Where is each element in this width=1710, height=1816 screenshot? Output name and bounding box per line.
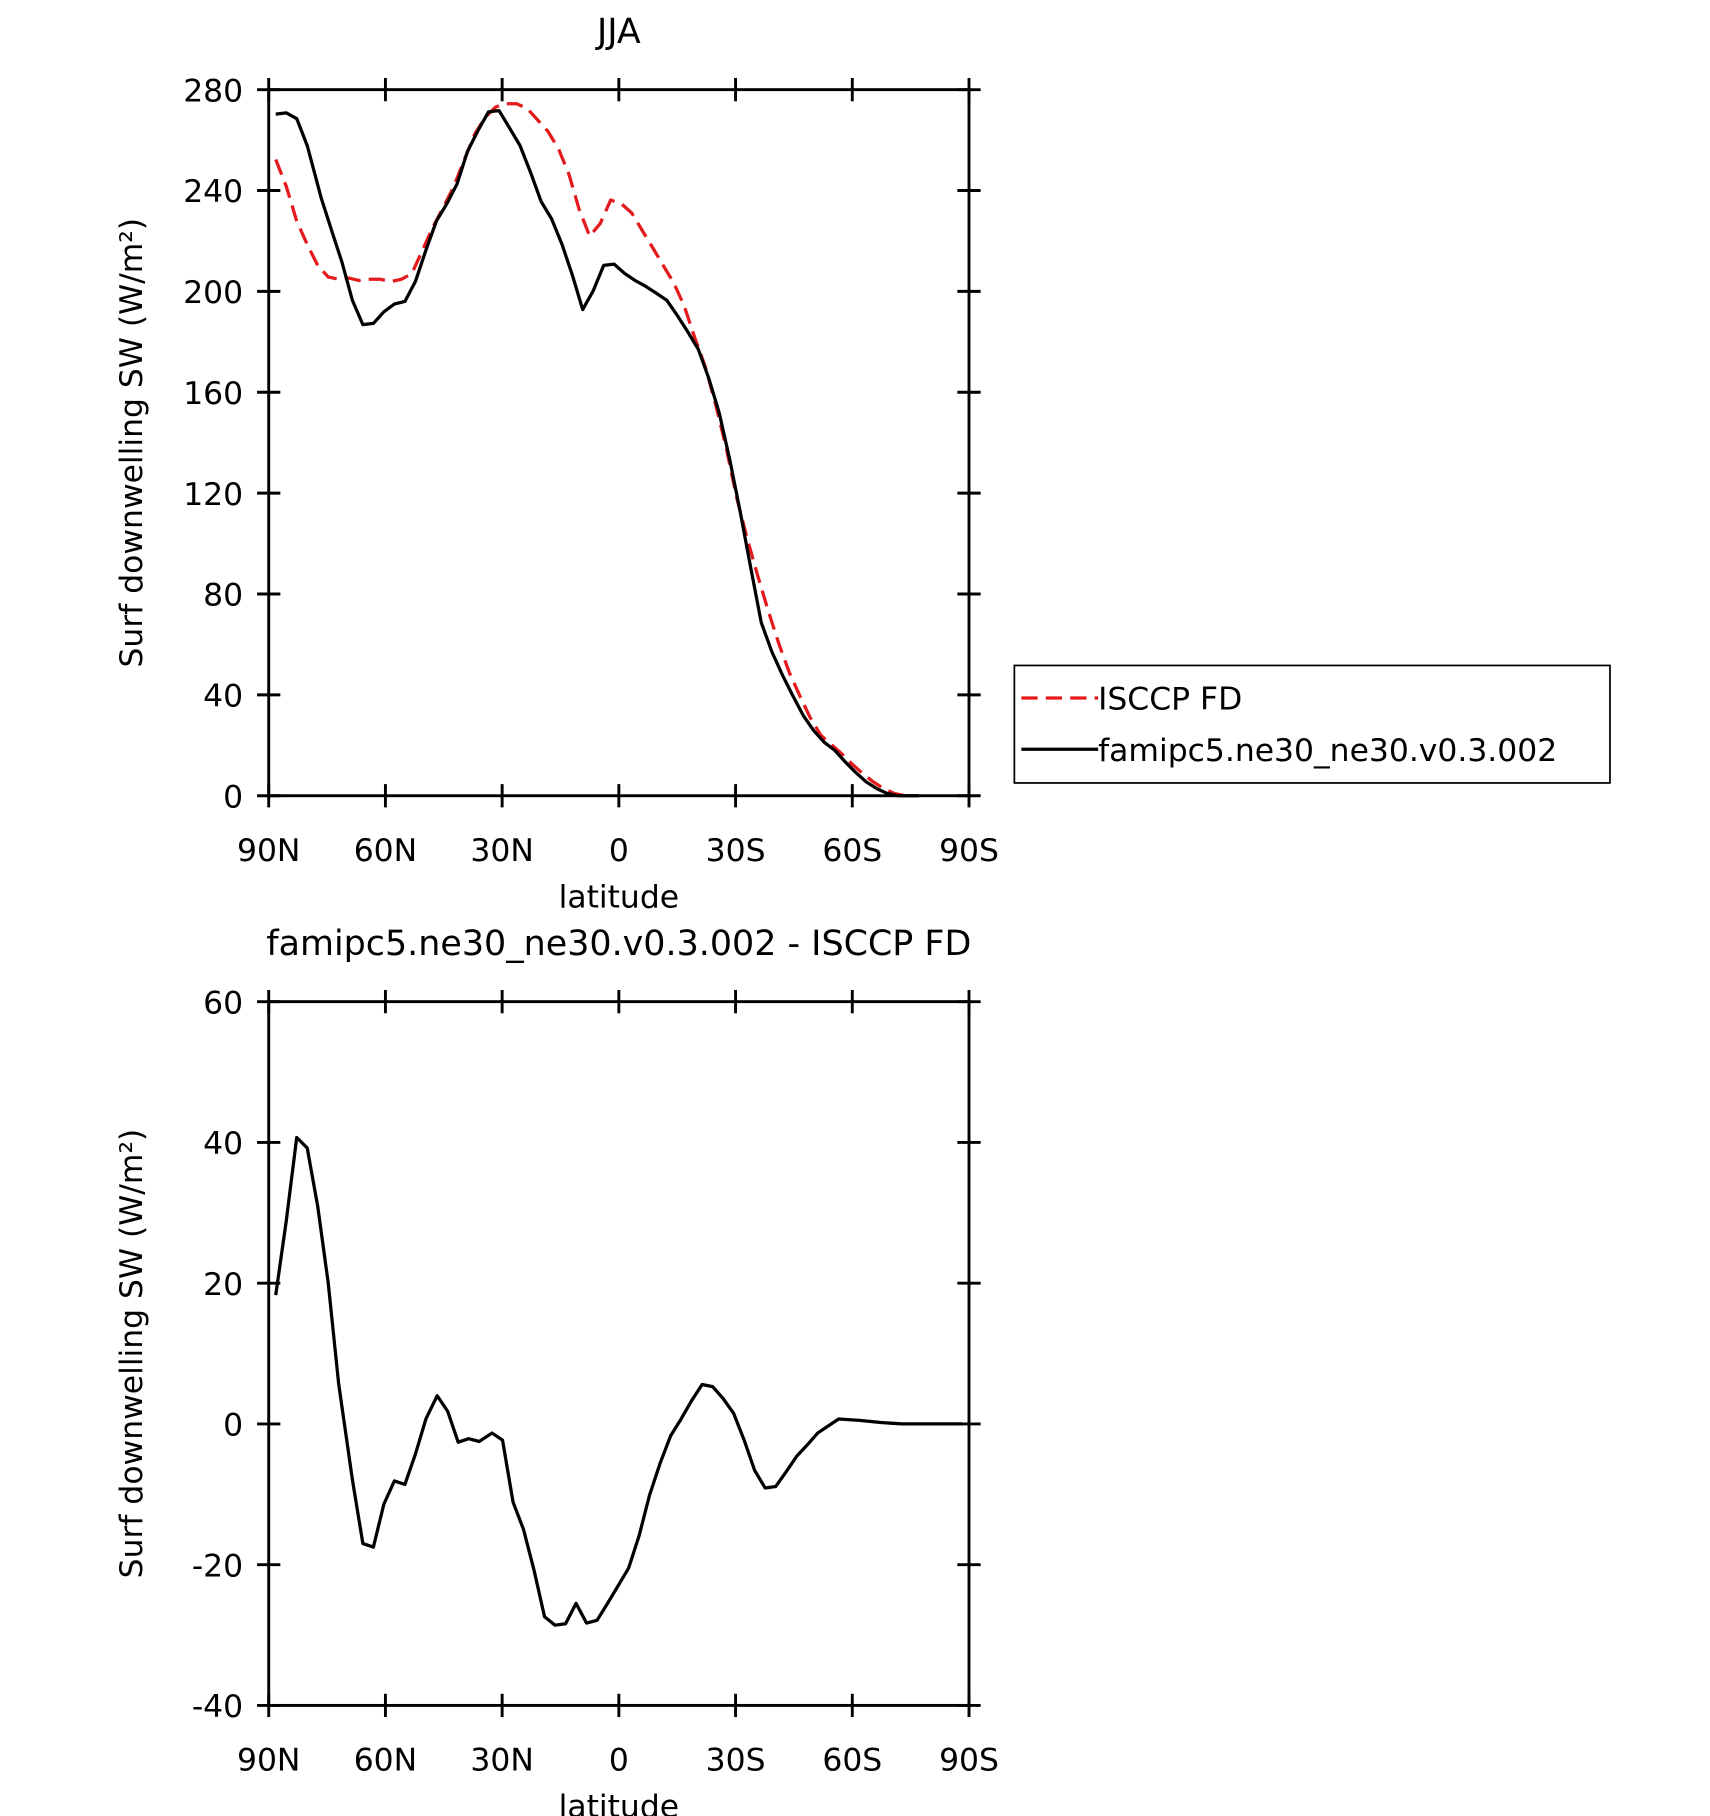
x-tick-label: 60S	[822, 833, 882, 869]
x-tick-label: 90N	[237, 833, 300, 869]
x-tick-label: 0	[609, 1743, 629, 1779]
y-axis-label: Surf downwelling SW (W/m²)	[114, 218, 150, 668]
y-tick-label: 280	[183, 73, 243, 109]
y-tick-label: -40	[192, 1689, 243, 1725]
chart-title: famipc5.ne30_ne30.v0.3.002 - ISCCP FD	[266, 924, 971, 964]
x-tick-label: 30S	[706, 833, 766, 869]
y-tick-label: 120	[183, 477, 243, 513]
plot-frame	[267, 1000, 971, 1707]
y-tick-label: 0	[223, 779, 243, 815]
chart-title: JJA	[595, 12, 641, 52]
x-tick-label: 30S	[706, 1743, 766, 1779]
x-tick-label: 90N	[237, 1743, 300, 1779]
x-tick-label: 60S	[822, 1743, 882, 1779]
x-tick-label: 0	[609, 833, 629, 869]
y-tick-label: 40	[203, 679, 243, 715]
y-axis-label: Surf downwelling SW (W/m²)	[114, 1129, 150, 1579]
x-tick-label: 30N	[470, 1743, 533, 1779]
y-tick-label: 240	[183, 174, 243, 210]
x-tick-label: 60N	[354, 833, 417, 869]
legend-box	[1013, 664, 1611, 784]
x-tick-label: 60N	[354, 1743, 417, 1779]
x-tick-label: 30N	[470, 833, 533, 869]
y-tick-label: 200	[183, 275, 243, 311]
x-axis-label: latitude	[559, 879, 679, 915]
y-tick-label: 0	[223, 1408, 243, 1444]
x-axis-label: latitude	[559, 1789, 679, 1816]
y-tick-label: -20	[192, 1548, 243, 1584]
x-tick-label: 90S	[939, 1743, 999, 1779]
y-tick-label: 160	[183, 376, 243, 412]
y-tick-label: 60	[203, 985, 243, 1021]
y-tick-label: 80	[203, 578, 243, 614]
y-tick-label: 40	[203, 1126, 243, 1162]
data-line	[275, 108, 919, 798]
legend-label: ISCCP FD	[1098, 682, 1242, 718]
x-tick-label: 90S	[939, 833, 999, 869]
y-tick-label: 20	[203, 1267, 243, 1303]
plot-frame	[267, 88, 971, 798]
legend-label: famipc5.ne30_ne30.v0.3.002	[1098, 733, 1557, 769]
data-line	[274, 1135, 963, 1627]
data-line	[274, 102, 906, 798]
